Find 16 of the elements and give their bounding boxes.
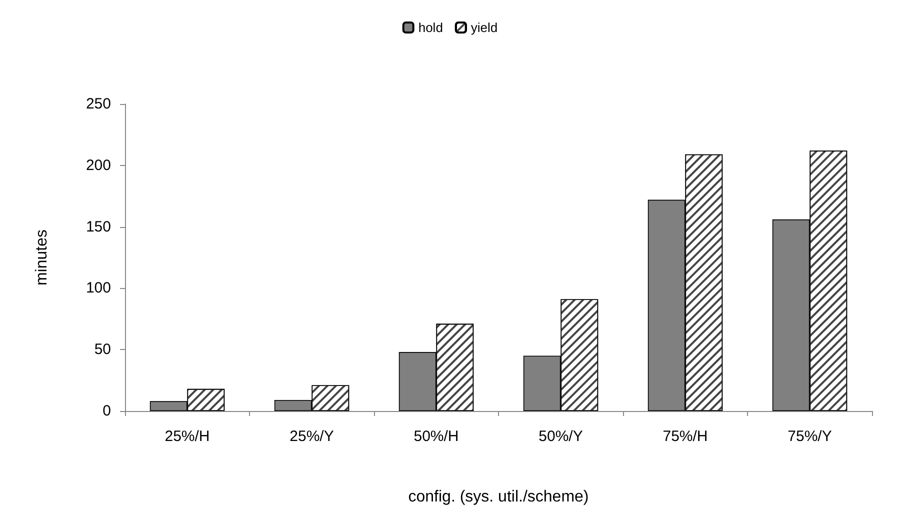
y-tick-label: 200: [86, 156, 111, 174]
y-tick-label: 250: [86, 96, 111, 112]
x-tick-label: 75%/H: [662, 428, 708, 445]
x-tick-label: 50%/Y: [538, 428, 583, 445]
y-tick-label: 0: [102, 402, 111, 420]
y-axis-title: minutes: [34, 229, 50, 286]
y-tick-label: 100: [86, 280, 111, 297]
legend-label: yield: [470, 20, 498, 35]
x-axis-title: config. (sys. util./scheme): [408, 488, 589, 506]
y-tick-label: 50: [94, 341, 111, 358]
x-tick-label: 25%/Y: [290, 428, 334, 445]
x-tick-label: 50%/H: [414, 428, 459, 445]
x-tick-label: 75%/Y: [788, 428, 832, 445]
y-tick-label: 150: [86, 218, 111, 236]
x-tick-label: 25%/H: [164, 428, 210, 445]
legend-label: hold: [418, 20, 443, 35]
